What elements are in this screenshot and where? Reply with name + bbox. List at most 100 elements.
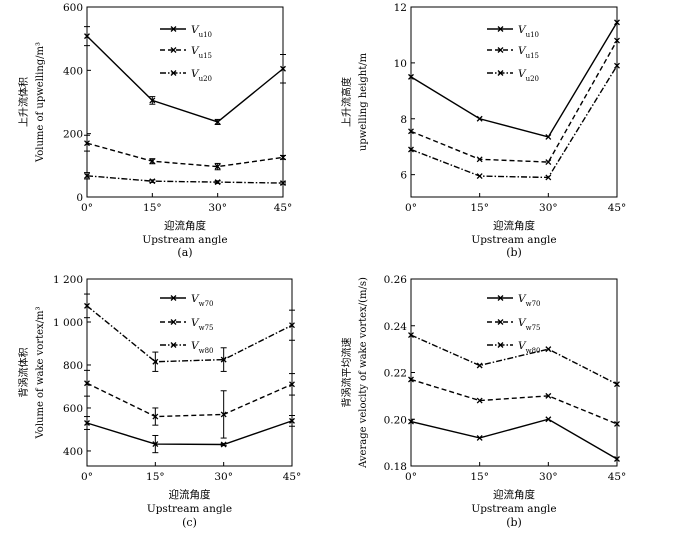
data-point	[614, 456, 620, 462]
chart-panel-1: 0 200 400 600 0° 15° 30° 45° 迎流角度 Upstream angle 上…	[17, 2, 292, 259]
legend-symbol: V	[191, 317, 200, 329]
data-point	[280, 180, 286, 187]
x-axis-label-cn: 迎流角度	[493, 488, 535, 501]
data-point	[545, 392, 552, 399]
series-line	[410, 22, 618, 138]
data-point	[408, 332, 414, 339]
series-line	[410, 418, 618, 460]
y-axis-label-cn: 背涡流体积	[17, 348, 30, 398]
x-axis-label-cn: 迎流角度	[493, 219, 535, 232]
legend-label: Vu15	[191, 45, 212, 60]
legend-symbol: V	[518, 317, 527, 329]
y-tick-label: 600	[63, 2, 83, 14]
legend-symbol: V	[191, 68, 200, 80]
y-tick-label: 800	[63, 360, 83, 372]
legend-subscript: w80	[526, 347, 541, 355]
series-line	[86, 175, 284, 184]
panel-label: (b)	[506, 516, 522, 529]
legend-label: Vu20	[191, 68, 212, 83]
x-tick-label: 0°	[405, 202, 417, 214]
series-u15: Vu15	[408, 37, 620, 166]
x-tick-label: 30°	[208, 202, 227, 214]
plot-frame	[410, 6, 618, 198]
series-line	[410, 40, 618, 163]
data-point	[476, 156, 483, 163]
series-line	[410, 65, 618, 179]
data-point	[408, 376, 414, 383]
x-tick-label: 15°	[146, 471, 165, 483]
legend-label: Vw80	[191, 340, 214, 355]
series-line	[86, 382, 293, 418]
data-point	[84, 172, 90, 179]
x-axis-label-cn: 迎流角度	[164, 219, 206, 232]
data-point	[545, 133, 552, 140]
data-point	[220, 441, 227, 448]
data-point	[152, 413, 159, 420]
legend-label: Vu15	[518, 45, 539, 60]
legend-label: Vw70	[191, 293, 214, 308]
data-point	[408, 128, 414, 135]
legend-symbol: V	[518, 293, 527, 305]
series-line	[86, 420, 293, 446]
legend-symbol: V	[518, 340, 527, 352]
legend-marker	[497, 26, 504, 32]
legend-marker	[497, 70, 504, 76]
legend-marker	[497, 342, 504, 348]
data-point	[614, 420, 620, 427]
x-tick-label: 45°	[274, 202, 293, 214]
x-tick-label: 0°	[405, 471, 417, 483]
legend-marker	[170, 47, 177, 53]
legend-marker	[497, 319, 504, 325]
y-tick-label: 0	[76, 192, 83, 204]
y-axis-label-en: Average velocity of wake vortex/(m/s)	[358, 277, 369, 469]
data-point	[84, 302, 90, 309]
legend-subscript: w80	[199, 347, 214, 355]
series-line	[86, 142, 284, 168]
legend-symbol: V	[191, 293, 200, 305]
y-tick-label: 0.26	[384, 274, 408, 286]
data-point	[152, 358, 159, 365]
x-axis-label-en: Upstream angle	[471, 503, 556, 515]
data-point	[476, 362, 483, 369]
series-w80: Vw80	[84, 293, 295, 372]
chart-panel-3: 400 600 800 1 000 1 200 0° 15° 30° 45° 迎流角度 Upstre…	[17, 274, 301, 529]
plot-frame	[410, 278, 618, 467]
legend-marker	[170, 342, 177, 348]
data-point	[152, 441, 159, 448]
y-tick-label: 1 000	[53, 317, 83, 329]
legend-subscript: u20	[526, 75, 539, 83]
y-tick-label: 6	[400, 170, 407, 182]
legend-label: Vw80	[518, 340, 541, 355]
legend-subscript: w75	[526, 324, 541, 332]
data-point	[614, 381, 620, 388]
legend-marker	[497, 47, 504, 53]
data-point	[214, 163, 221, 170]
legend-marker	[170, 295, 177, 301]
legend-symbol: V	[518, 45, 527, 57]
series-line	[410, 334, 618, 385]
x-tick-label: 15°	[470, 471, 489, 483]
legend-label: Vw70	[518, 293, 541, 308]
data-point	[149, 97, 156, 104]
series-w80: Vw80	[408, 332, 620, 388]
series-u20: Vu20	[408, 62, 620, 181]
legend-label: Vu10	[191, 24, 212, 39]
x-tick-label: 0°	[81, 471, 93, 483]
data-point	[408, 73, 414, 80]
legend-subscript: u15	[526, 52, 539, 60]
y-axis-label-en: upwelling height/m	[358, 52, 369, 151]
legend-symbol: V	[518, 68, 527, 80]
data-point	[614, 19, 620, 26]
x-axis-label-en: Upstream angle	[147, 503, 232, 515]
series-line	[86, 305, 293, 363]
series-u10: Vu10	[84, 24, 286, 125]
legend-subscript: w75	[199, 324, 214, 332]
x-tick-label: 30°	[539, 471, 558, 483]
legend-symbol: V	[191, 24, 200, 36]
data-point	[149, 158, 156, 165]
data-point	[289, 417, 295, 424]
x-axis-label-cn: 迎流角度	[169, 488, 211, 501]
series-line	[410, 378, 618, 425]
data-point	[408, 146, 414, 153]
chart-panel-4: 0.18 0.20 0.22 0.24 0.26 0° 15° 30° 45° 迎流角度 Upstr…	[340, 274, 626, 529]
